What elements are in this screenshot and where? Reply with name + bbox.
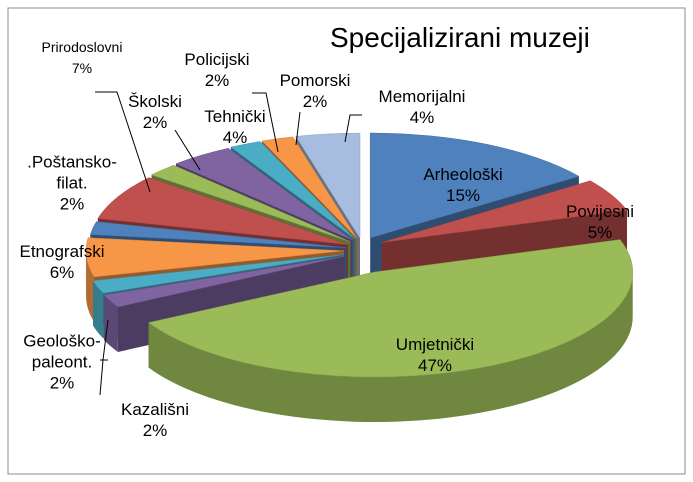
category-label: Školski (128, 92, 182, 111)
data-label: Kazališni 2% (121, 399, 189, 441)
value-label: 4% (222, 128, 248, 147)
frame (7, 7, 686, 475)
data-label: Umjetnički 47% (396, 334, 474, 376)
category-label: Umjetnički (395, 335, 475, 354)
value-label: 2% (302, 92, 328, 111)
category-label: Memorijalni (378, 87, 466, 106)
data-label: Etnografski 6% (19, 241, 104, 283)
value-label: 15% (445, 186, 481, 205)
data-label: Pomorski 2% (280, 70, 351, 112)
data-label: Školski 2% (128, 91, 182, 133)
slice-top (230, 141, 356, 240)
slice-top (89, 221, 347, 249)
pie (85, 132, 633, 423)
slice-top (92, 254, 344, 294)
value-label: 2% (204, 71, 230, 90)
category-label: Etnografski (19, 242, 105, 261)
value-label: 4% (409, 108, 435, 127)
category-label: Prirodoslovni (41, 39, 123, 55)
category-label: Geološko-paleont. (23, 331, 101, 372)
leader-lines (95, 91, 362, 396)
slice-wall (104, 295, 118, 352)
value-label: 2% (49, 373, 75, 393)
value-label: 2% (142, 421, 168, 440)
slice-top (103, 256, 344, 308)
slice-top (85, 237, 345, 278)
value-label: 6% (49, 263, 75, 282)
data-label: Arheološki 15% (423, 164, 502, 206)
category-label: Pomorski (279, 71, 351, 90)
category-label: .Poštansko-filat. (27, 152, 117, 193)
leader-line (252, 92, 279, 153)
slice-top (175, 148, 353, 241)
category-label: Tehnički (204, 107, 266, 126)
data-label: .Poštansko-filat. 2% (17, 152, 127, 215)
data-label: Policijski 2% (184, 49, 249, 91)
slice-top (261, 136, 358, 239)
slice-top (148, 239, 633, 378)
value-label: 2% (59, 194, 85, 214)
value-label: 5% (587, 223, 613, 242)
leader-line (95, 91, 151, 193)
data-label: Memorijalni 4% (379, 86, 466, 128)
slice-top (381, 180, 628, 243)
slice-top (295, 132, 361, 239)
slice (148, 239, 633, 423)
category-label: Kazališni (120, 400, 190, 419)
leader-line (344, 114, 362, 143)
data-label: Povijesni 5% (566, 201, 634, 243)
category-label: Policijski (184, 50, 250, 69)
data-label: Geološko-paleont. 2% (15, 331, 110, 394)
category-label: Arheološki (423, 165, 503, 184)
slice-wall (93, 280, 104, 339)
chart-title: Specijalizirani muzeji (330, 22, 590, 53)
slice-top (369, 132, 580, 239)
value-label: 7% (71, 60, 93, 76)
data-label: Prirodoslovni 7% (42, 37, 123, 79)
leader-line (174, 129, 201, 171)
data-label: Tehnički 4% (204, 106, 265, 148)
value-label: 47% (417, 356, 453, 375)
slice-wall (148, 272, 633, 423)
value-label: 2% (142, 113, 168, 132)
slice-top (150, 164, 351, 243)
leader-line (295, 111, 301, 146)
slice-wall (86, 250, 95, 322)
category-label: Povijesni (565, 202, 635, 221)
slice-top (97, 177, 348, 245)
